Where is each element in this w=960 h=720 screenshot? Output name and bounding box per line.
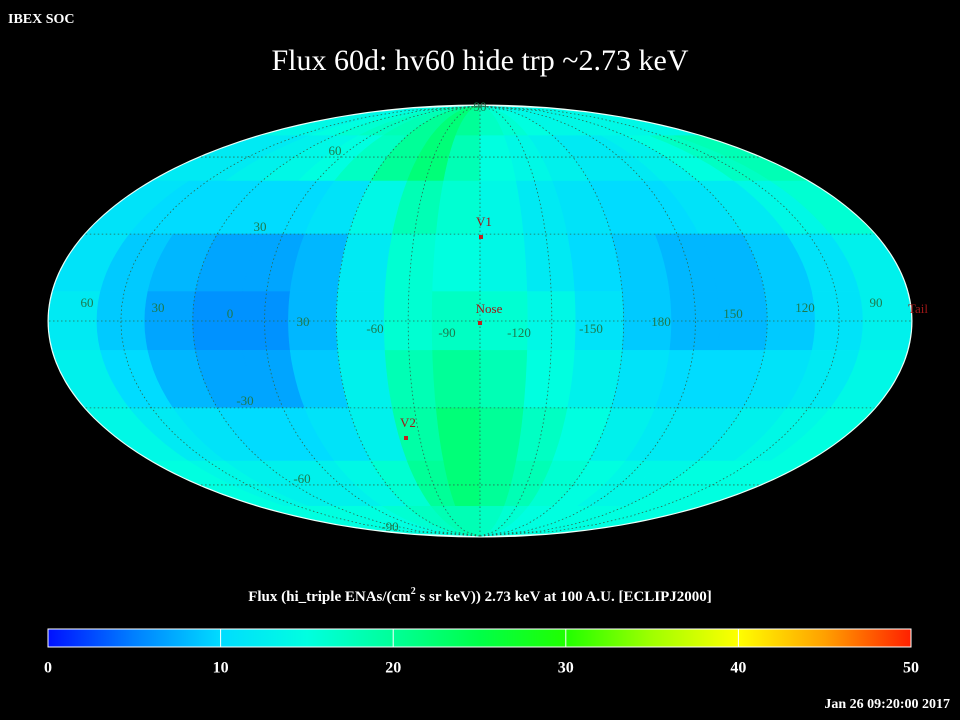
marker-dot xyxy=(478,321,482,325)
colorbar-tick-label: 40 xyxy=(730,660,746,677)
flux-cell xyxy=(479,505,699,537)
label-sup: 2 xyxy=(411,586,416,597)
lon-label: 60 xyxy=(81,295,94,310)
colorbar-tick-label: 30 xyxy=(558,660,574,677)
marker-dot xyxy=(404,436,408,440)
lat-label: -60 xyxy=(293,471,310,486)
meridian xyxy=(479,105,840,537)
flux-cell xyxy=(432,350,481,409)
meridian xyxy=(479,105,696,537)
lon-label: 120 xyxy=(795,300,815,315)
sky-map: 90 60 30 -30 -60 -90 60 30 0 30 -60 -90 -120 -150 180 1… xyxy=(47,99,928,538)
meridian xyxy=(479,105,768,537)
lon-label: 180 xyxy=(651,314,671,329)
label-text: Flux (hi_triple ENAs/(cm xyxy=(248,589,411,605)
lon-label: -150 xyxy=(579,321,603,336)
lon-label: 0 xyxy=(227,306,234,321)
colorbar-label: Flux (hi_triple ENAs/(cm2 s sr keV)) 2.7… xyxy=(248,586,712,605)
marker-label: V1 xyxy=(476,214,492,229)
title: Flux 60d: hv60 hide trp ~2.73 keV xyxy=(271,44,688,77)
flux-cell xyxy=(479,233,528,292)
lon-label: -120 xyxy=(507,325,531,340)
colorbar-tick-label: 20 xyxy=(385,660,401,677)
marker-label: V2 xyxy=(400,415,416,430)
meridian xyxy=(335,105,481,537)
colorbar-tick-label: 0 xyxy=(44,660,52,677)
flux-cell xyxy=(432,233,481,292)
lat-label: -30 xyxy=(236,393,253,408)
colorbar-tick-label: 50 xyxy=(903,660,919,677)
lon-label: 30 xyxy=(152,300,165,315)
header: IBEX SOC xyxy=(8,12,75,27)
marker-label: Nose xyxy=(476,301,503,316)
meridian xyxy=(192,105,481,537)
meridian xyxy=(120,105,481,537)
lon-label: 150 xyxy=(723,306,743,321)
lon-label: 30 xyxy=(297,314,310,329)
colorbar: 0 10 20 30 40 50 xyxy=(44,628,919,677)
colorbar-fill xyxy=(47,628,912,648)
flux-cell xyxy=(435,180,481,235)
flux-cell xyxy=(479,350,528,409)
marker-dot xyxy=(479,235,483,239)
flux-cell xyxy=(527,291,577,351)
lon-label: -90 xyxy=(438,325,455,340)
colorbar-tick-label: 10 xyxy=(213,660,229,677)
footer: Jan 26 09:20:00 2017 xyxy=(824,697,950,712)
marker-label: Tail xyxy=(908,301,928,316)
lat-label: -90 xyxy=(381,519,398,534)
label-text: s sr keV)) 2.73 keV at 100 A.U. [ECLIPJ2… xyxy=(416,589,712,605)
lat-label: 60 xyxy=(329,143,342,158)
lat-label: 30 xyxy=(254,219,267,234)
meridian xyxy=(479,105,625,537)
flux-cell xyxy=(337,233,393,292)
lat-label: 90 xyxy=(474,99,487,114)
flux-cell xyxy=(479,407,525,462)
flux-cell xyxy=(435,407,481,462)
lon-label: 90 xyxy=(870,295,883,310)
lon-label: -60 xyxy=(366,321,383,336)
meridian xyxy=(264,105,481,537)
flux-cell xyxy=(431,291,481,351)
